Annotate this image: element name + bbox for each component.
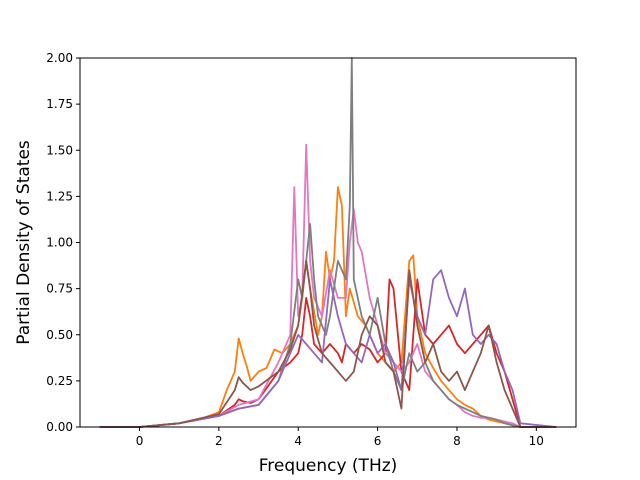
y-axis-label: Partial Density of States xyxy=(14,140,34,345)
series-line-4 xyxy=(99,57,557,428)
y-tick-label: 1.50 xyxy=(46,143,73,157)
series-line-3 xyxy=(99,143,557,428)
series-layer xyxy=(99,57,557,428)
x-axis-ticks: 0 2 4 6 8 10 xyxy=(136,427,544,448)
x-tick-label: 6 xyxy=(374,434,382,448)
y-axis-ticks: 0.00 0.25 0.50 0.75 1.00 1.25 1.50 1.75 2.00 xyxy=(46,51,80,434)
series-line-1 xyxy=(99,186,557,428)
y-tick-label: 0.75 xyxy=(46,282,73,296)
y-tick-label: 1.75 xyxy=(46,97,73,111)
x-axis-label: Frequency (THz) xyxy=(259,456,398,476)
series-line-5 xyxy=(99,269,557,428)
x-tick-label: 8 xyxy=(453,434,461,448)
x-tick-label: 4 xyxy=(294,434,302,448)
y-tick-label: 0.50 xyxy=(46,328,73,342)
y-tick-label: 2.00 xyxy=(46,51,73,65)
y-tick-label: 0.00 xyxy=(46,420,73,434)
series-line-6 xyxy=(99,259,557,428)
y-tick-label: 1.25 xyxy=(46,189,73,203)
x-tick-label: 0 xyxy=(136,434,144,448)
y-tick-label: 1.00 xyxy=(46,236,73,250)
series-line-2 xyxy=(99,278,557,428)
plot-frame xyxy=(79,57,577,428)
y-tick-label: 0.25 xyxy=(46,374,73,388)
x-tick-label: 10 xyxy=(529,434,544,448)
x-tick-label: 2 xyxy=(215,434,223,448)
